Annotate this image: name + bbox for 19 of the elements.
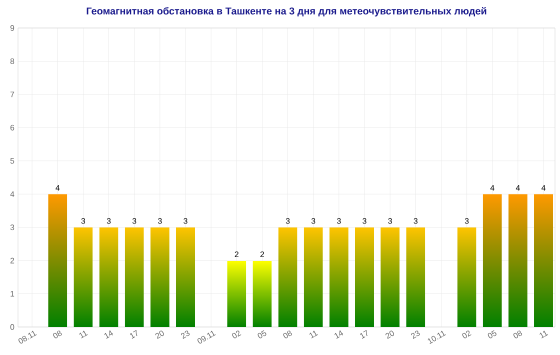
bar: [355, 227, 374, 327]
bar: [508, 194, 528, 327]
bar: [457, 227, 476, 327]
bar: [252, 261, 272, 327]
bar: [227, 261, 246, 327]
bar: [534, 194, 554, 327]
bar: [304, 227, 323, 327]
bar: [176, 227, 195, 327]
bar: [380, 227, 400, 327]
chart-title: Геомагнитная обстановка в Ташкенте на 3 дня для метеочувствительных людей: [86, 7, 486, 16]
bar: [329, 227, 348, 327]
bar: [99, 227, 118, 327]
bar: [48, 194, 68, 327]
bar: [124, 227, 144, 327]
bar: [406, 227, 426, 327]
bar: [150, 227, 170, 327]
bar: [278, 227, 298, 327]
bar: [74, 227, 93, 327]
bar: [482, 194, 502, 327]
